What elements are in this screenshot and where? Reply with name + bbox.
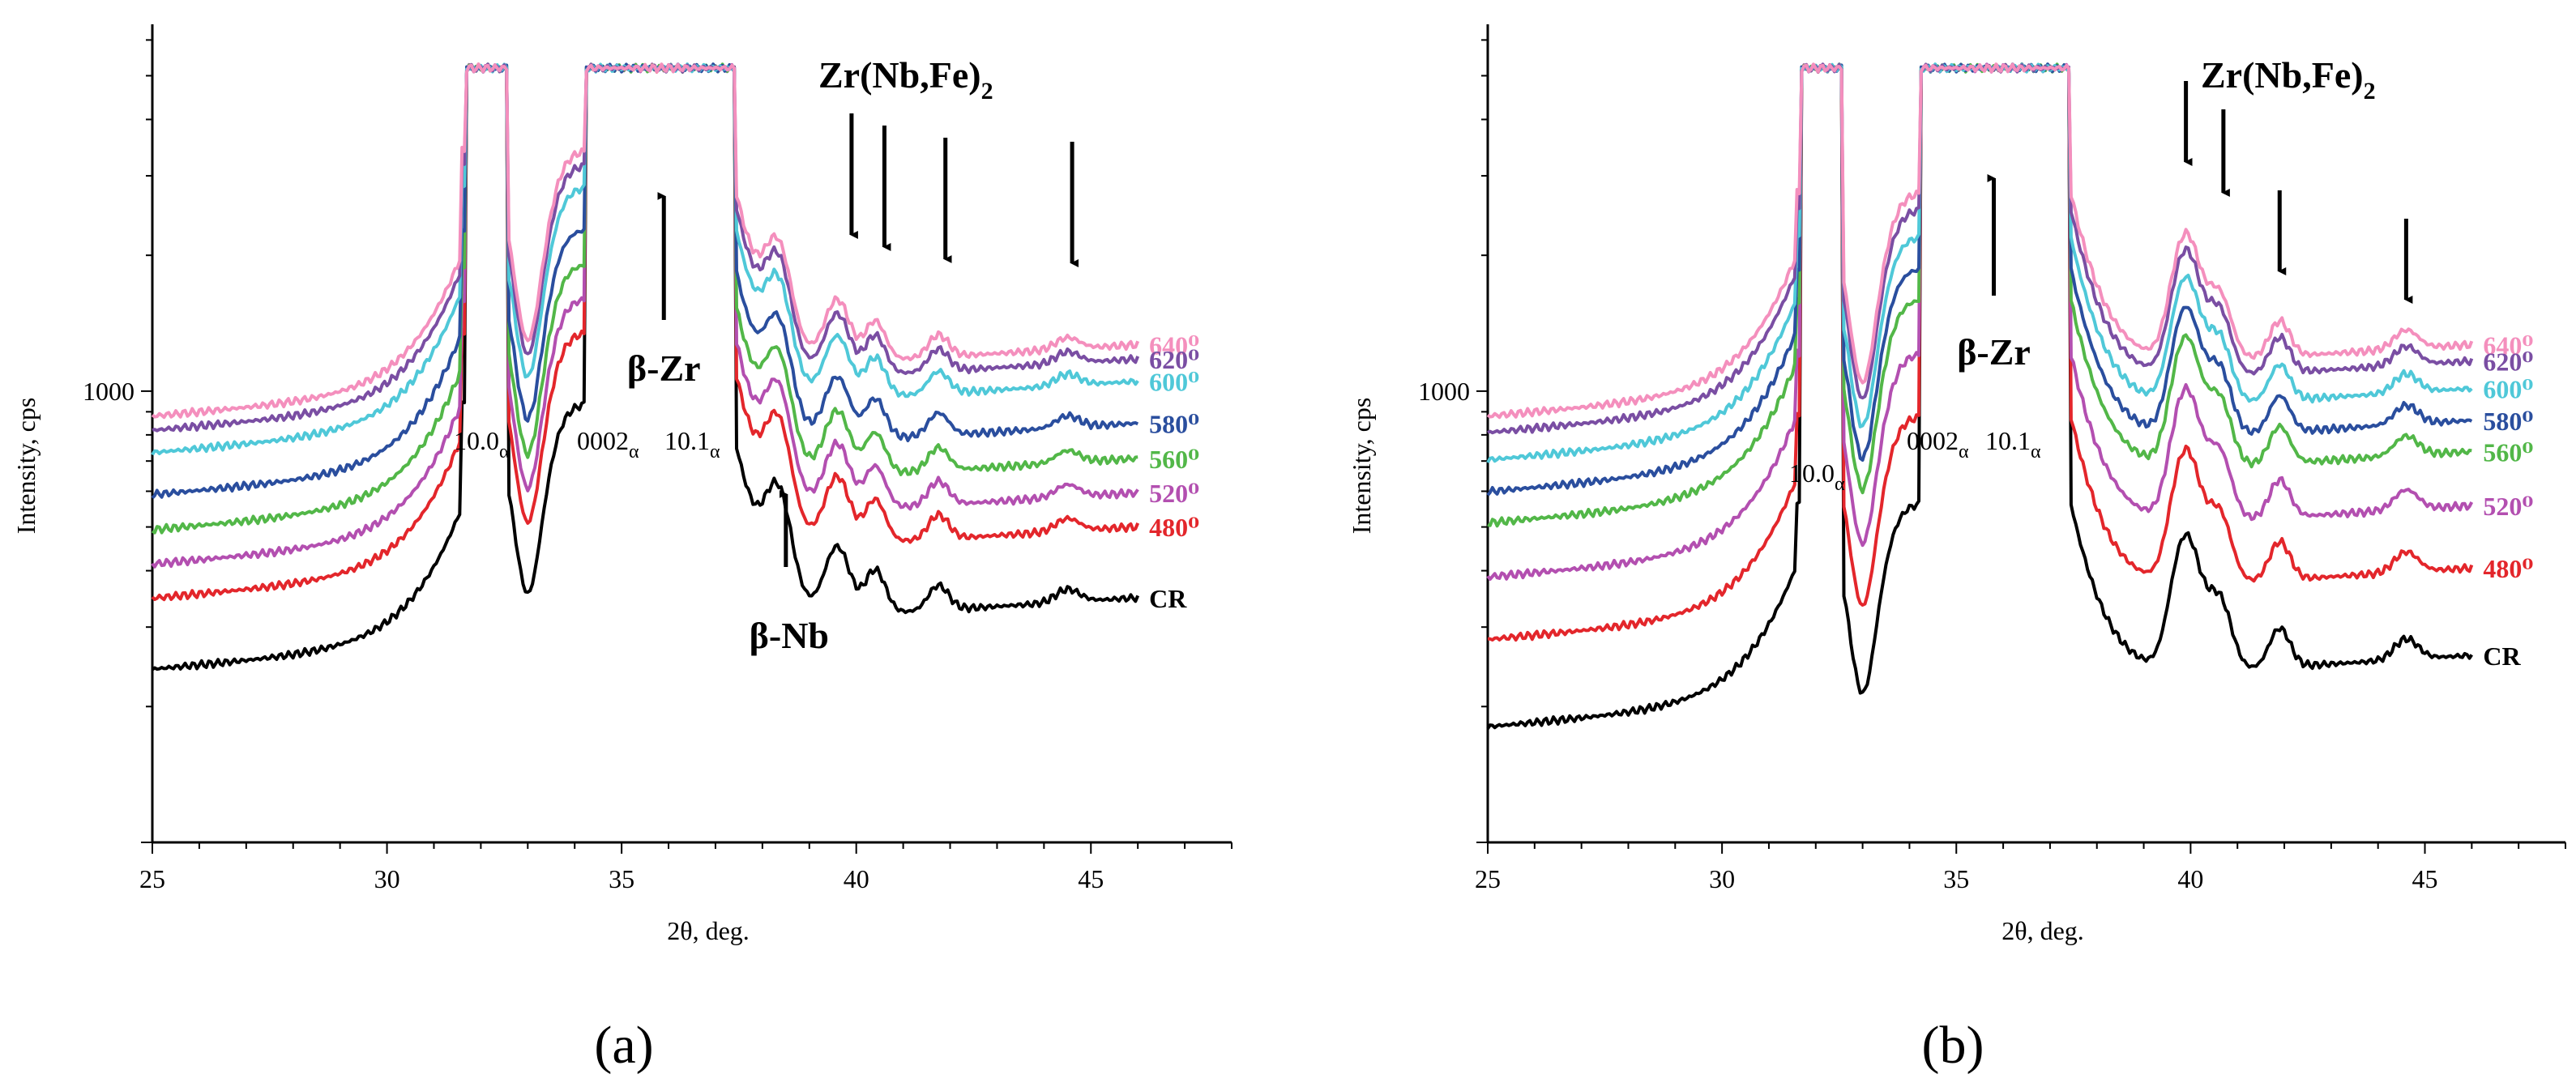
series-label: 480⁰ [2483, 554, 2533, 583]
alpha-peak-label: 0002α [577, 426, 639, 463]
alpha-peak-label: 10.0α [1789, 458, 1845, 495]
series-label: 600⁰ [2483, 374, 2533, 403]
series-line [1486, 62, 2474, 581]
alpha-subscript: α [629, 441, 639, 463]
series-line [1487, 62, 2474, 435]
series-label: 620⁰ [2483, 347, 2533, 377]
y-tick-label: 1000 [83, 377, 135, 406]
series-label: 580⁰ [1149, 409, 1199, 438]
series-line [151, 62, 1139, 500]
series-label: 560⁰ [1149, 445, 1199, 474]
zr-nbfe-subscript: 2 [2364, 78, 2376, 104]
x-axis-title: 2θ, deg. [667, 916, 750, 945]
x-tick-label: 35 [1943, 864, 1969, 893]
x-tick-label: 45 [1078, 864, 1104, 893]
series-line [1487, 62, 2472, 528]
zr-nbfe-subscript: 2 [981, 78, 993, 104]
panel-b: 25 30 35 40 45 1000 2θ, deg. Intensity, cps 640⁰… [1347, 24, 2566, 945]
alpha-peak-label: 10.1α [664, 426, 720, 463]
x-tick-label: 25 [139, 864, 165, 893]
x-axis-title: 2θ, deg. [2001, 916, 2084, 945]
series-label: CR [2483, 642, 2521, 671]
panel-a: 25 30 35 40 45 1000 2θ, deg. Intensity, cps 640⁰… [11, 24, 1232, 945]
panel-label-a: (a) [594, 1016, 653, 1075]
zr-nbfe-label: Zr(Nb,Fe)2 [818, 54, 993, 104]
beta-zr-label: β-Zr [627, 347, 701, 389]
alpha-subscript: α [710, 441, 720, 463]
beta-nb-label: β-Nb [750, 615, 829, 656]
alpha-subscript: α [1959, 441, 1969, 463]
series-label: 580⁰ [2483, 407, 2533, 436]
series-line [151, 62, 1139, 569]
x-tick-label: 25 [1475, 864, 1501, 893]
series-label: 640⁰ [2483, 330, 2533, 360]
zr-nbfe-label: Zr(Nb,Fe)2 [2201, 54, 2376, 104]
series-label: 560⁰ [2483, 437, 2533, 467]
alpha-peak-label: 0002α [1907, 426, 1969, 463]
series-label: 620⁰ [1149, 345, 1199, 374]
alpha-subscript: α [499, 441, 510, 463]
series-label: 520⁰ [2483, 492, 2533, 521]
alpha-subscript: α [2031, 441, 2041, 463]
x-tick-label: 30 [374, 864, 400, 893]
series-line [1486, 62, 2473, 497]
beta-zr-label: β-Zr [1957, 331, 2031, 373]
series-line [151, 62, 1140, 602]
x-tick-label: 40 [844, 864, 869, 893]
series-line [151, 62, 1138, 535]
x-tick-label: 45 [2412, 864, 2438, 893]
x-tick-label: 30 [1709, 864, 1735, 893]
alpha-subscript: α [1835, 474, 1845, 495]
x-tick-label: 35 [609, 864, 634, 893]
panel-label-b: (b) [1922, 1016, 1984, 1075]
series-label: 600⁰ [1149, 368, 1199, 397]
alpha-peak-label: 10.1α [1985, 426, 2041, 463]
y-tick-label: 1000 [1418, 377, 1470, 406]
series-label: 520⁰ [1149, 479, 1199, 508]
series-label: 640⁰ [1149, 330, 1199, 360]
y-axis-title: Intensity, cps [11, 398, 41, 535]
series-label: CR [1149, 584, 1187, 613]
y-axis-title: Intensity, cps [1347, 398, 1376, 535]
series-line [1486, 62, 2474, 420]
x-tick-label: 40 [2177, 864, 2203, 893]
series-label: 480⁰ [1149, 513, 1199, 542]
series-line [151, 62, 1139, 456]
series-line [151, 62, 1140, 420]
